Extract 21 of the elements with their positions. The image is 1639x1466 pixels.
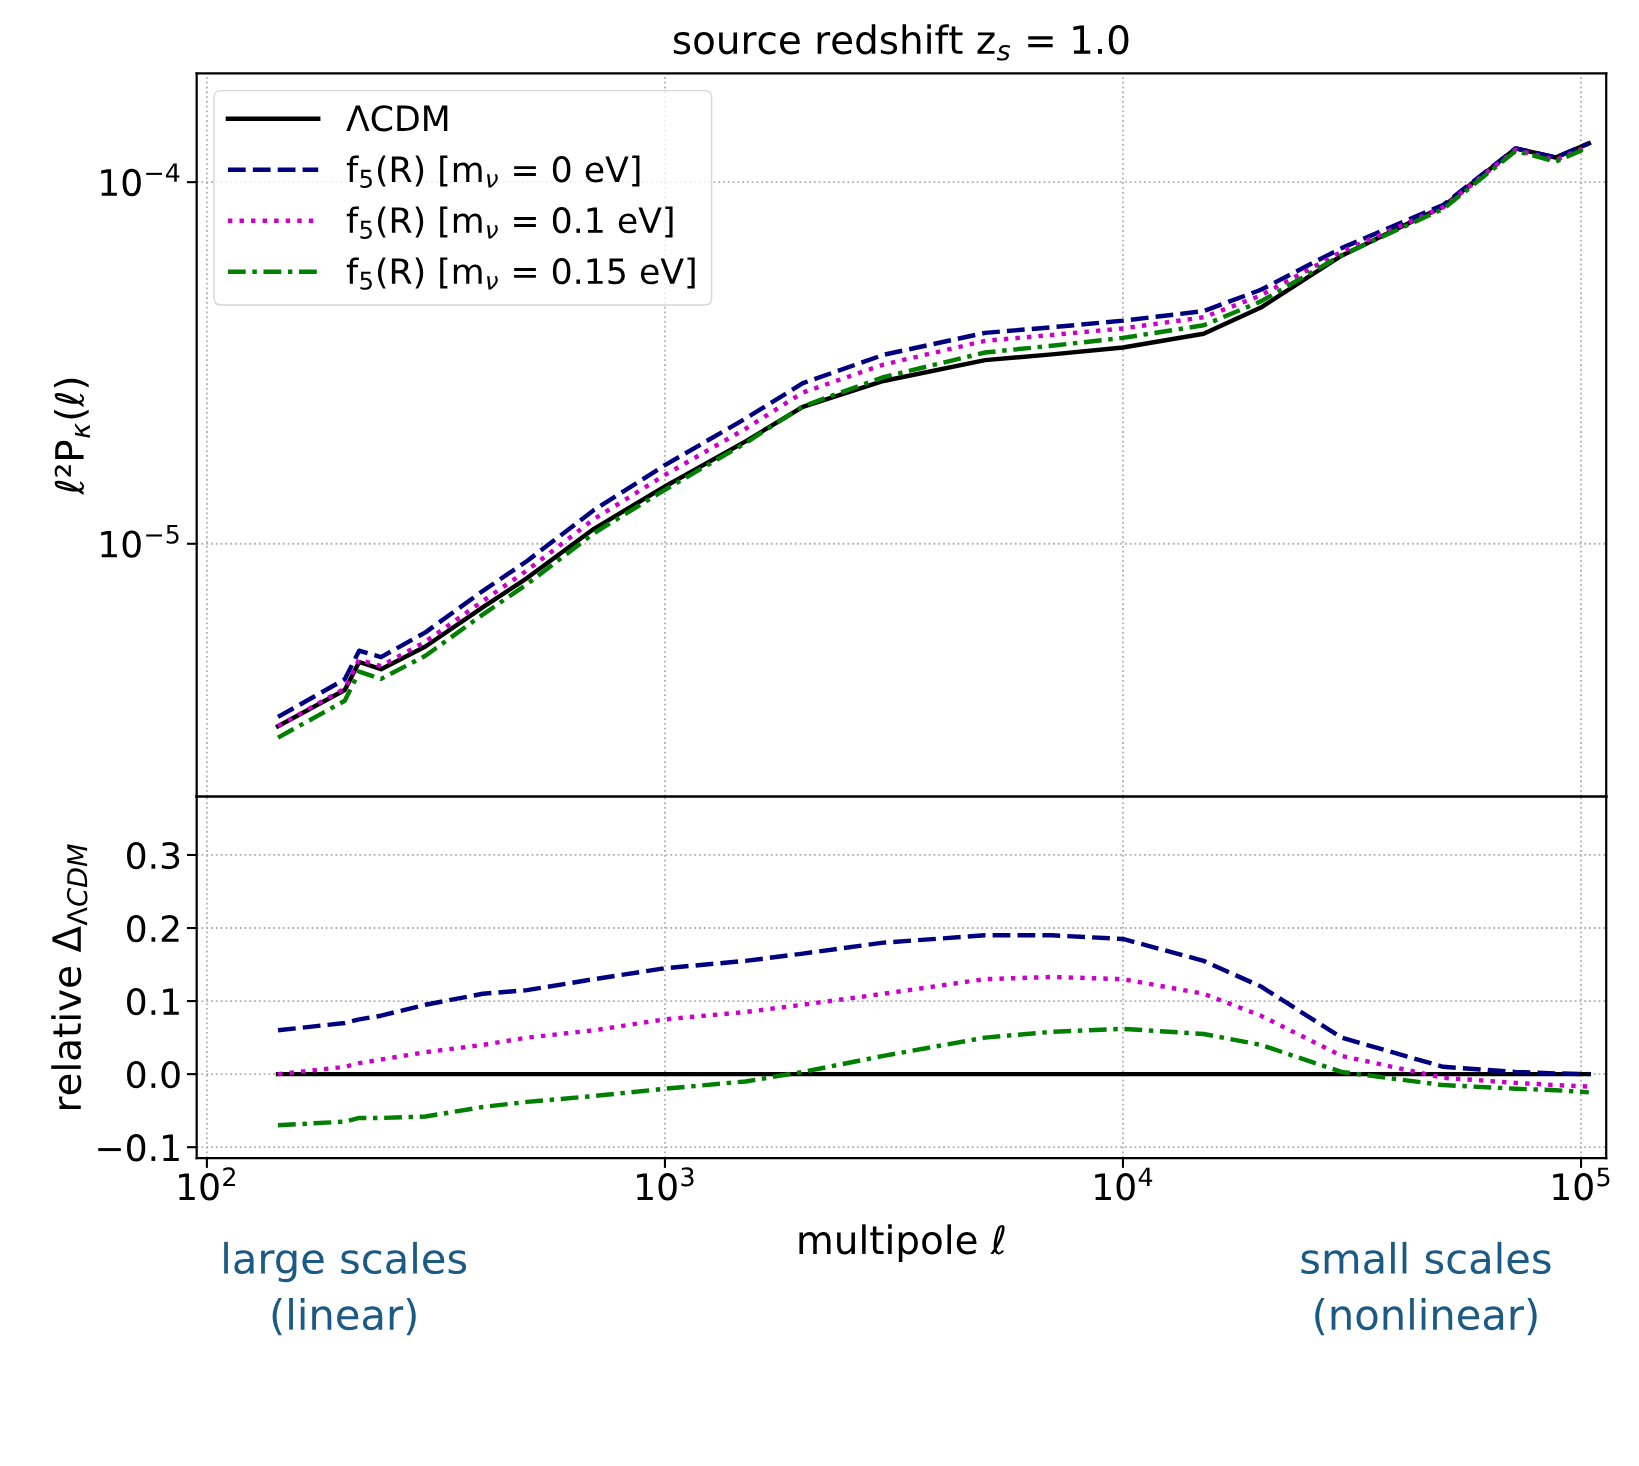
text: small scales (nonlinear) [1301, 1241, 1551, 1336]
y-tick-label: 10$^{−4}$ [101, 163, 180, 197]
y-tick-label: 0.0 [127, 1061, 180, 1089]
chart-title: source redshift z$_{s}$ = 1.0 [673, 24, 1129, 61]
y-tick-label: 0.2 [127, 914, 179, 943]
legend-label: f$_{5}$(R) [m$_{ν}$ = 0 eV] [346, 155, 640, 188]
legend-label: f$_{5}$(R) [m$_{ν}$ = 0.1 eV] [346, 206, 673, 239]
x-tick-label: 10$^{4}$ [1095, 1167, 1153, 1201]
y-tick-label: −0.1 [98, 1134, 179, 1162]
legend-label: ΛCDM [346, 105, 448, 132]
y-tick-label: 0.1 [127, 987, 179, 1016]
y-tick-label: 0.3 [127, 841, 180, 870]
y-axis-title: ℓ²P$_{κ}$(ℓ) [54, 378, 90, 495]
x-axis-title: multipole ℓ [799, 1224, 1005, 1262]
y-tick-label: 10$^{−5}$ [101, 524, 179, 558]
legend-label: f$_{5}$(R) [m$_{ν}$ = 0.15 eV] [346, 257, 695, 290]
text: large scales (linear) [224, 1241, 467, 1336]
x-tick-label: 10$^{2}$ [179, 1167, 235, 1201]
x-tick-label: 10$^{3}$ [637, 1167, 694, 1201]
x-tick-label: 10$^{5}$ [1553, 1167, 1610, 1201]
y-axis-title: relative Δ$_{ΛCDM}$ [51, 844, 88, 1109]
